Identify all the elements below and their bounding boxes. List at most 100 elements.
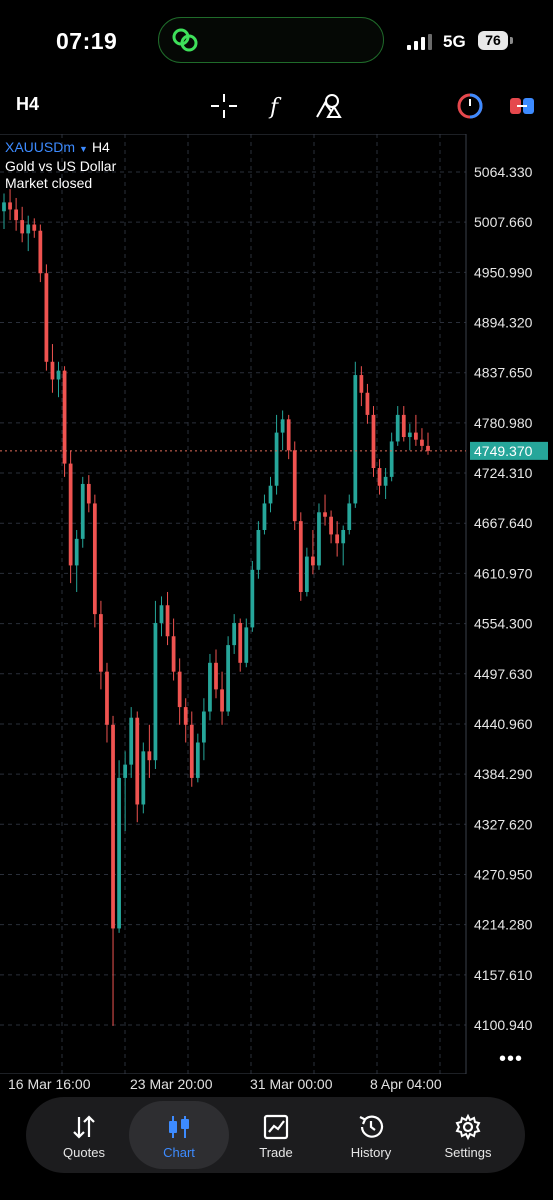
nav-label: Chart <box>163 1145 195 1160</box>
nav-quotes[interactable]: Quotes <box>34 1101 134 1169</box>
candle-body <box>353 375 358 504</box>
candle-body <box>383 476 388 486</box>
symbol-label[interactable]: XAUUSDm <box>5 139 76 155</box>
candle-body <box>26 224 31 234</box>
candle-body <box>189 724 194 778</box>
time-label: 31 Mar 00:00 <box>250 1076 333 1092</box>
settings-gear-icon <box>455 1113 481 1141</box>
candle-body <box>68 463 73 566</box>
price-label: 4667.640 <box>474 515 533 531</box>
time-axis: 16 Mar 16:00 23 Mar 20:00 31 Mar 00:00 8… <box>0 1076 553 1096</box>
nav-label: Settings <box>444 1145 492 1160</box>
candle-body <box>111 724 115 929</box>
candle-body <box>117 777 121 929</box>
candlestick-chart[interactable]: 5064.330 5007.660 4950.990 4894.320 4837.650… <box>0 134 553 1074</box>
candle-body <box>56 370 61 380</box>
nav-history[interactable]: History <box>321 1101 421 1169</box>
candle-body <box>286 419 291 451</box>
candle-body <box>226 645 230 712</box>
nav-trade[interactable]: Trade <box>226 1101 326 1169</box>
candle-body <box>214 662 218 690</box>
candle-body <box>202 711 206 743</box>
candle-body <box>389 441 394 477</box>
price-label: 4497.630 <box>474 666 533 682</box>
candle-body <box>123 764 128 778</box>
symbol-dropdown-icon[interactable]: ▼ <box>79 144 88 154</box>
candle-body <box>183 707 188 725</box>
candle-body <box>20 220 25 234</box>
price-label: 4724.310 <box>474 465 533 481</box>
bottom-navigation: Quotes Chart Trade History Settings <box>26 1097 525 1173</box>
more-options-icon[interactable]: ••• <box>498 1048 523 1070</box>
price-label: 5064.330 <box>474 164 533 180</box>
candle-body <box>159 605 164 623</box>
status-bar: 07:19 5G 76 <box>0 0 553 80</box>
candle-body <box>238 622 243 663</box>
candle-body <box>256 529 261 570</box>
price-label: 4214.280 <box>474 917 533 933</box>
one-click-trading-icon[interactable] <box>456 93 484 119</box>
candle-body <box>414 432 418 440</box>
candle-body <box>8 202 12 210</box>
candle-body <box>426 445 430 451</box>
candle-body <box>177 671 182 708</box>
candle-body <box>129 717 134 765</box>
price-label: 4270.950 <box>474 866 533 882</box>
quick-trade-icon[interactable] <box>508 93 536 119</box>
candle-body <box>401 414 406 438</box>
chart-candles-icon <box>169 1116 189 1138</box>
candle-body <box>359 375 364 393</box>
candle-body <box>262 503 267 530</box>
candle-body <box>365 392 370 415</box>
candle-body <box>38 230 43 274</box>
candle-body <box>280 419 285 433</box>
cellular-signal-icon <box>407 34 432 50</box>
time-label: 16 Mar 16:00 <box>8 1076 91 1092</box>
price-label: 4327.620 <box>474 816 533 832</box>
candle-body <box>208 662 212 712</box>
nav-chart[interactable]: Chart <box>129 1101 229 1169</box>
price-chart[interactable]: 5064.330 5007.660 4950.990 4894.320 4837.650… <box>0 134 553 1074</box>
candle-body <box>335 534 340 544</box>
timeframe-button[interactable]: H4 <box>16 94 40 114</box>
price-label: 5007.660 <box>474 214 533 230</box>
candle-body <box>244 627 249 663</box>
history-icon <box>359 1115 384 1138</box>
candle-body <box>407 432 412 438</box>
time-label: 23 Mar 20:00 <box>130 1076 213 1092</box>
battery-tip <box>510 37 513 44</box>
candle-body <box>50 361 55 380</box>
candle-body <box>135 717 140 805</box>
candle-body <box>395 414 400 442</box>
candle-body <box>377 468 382 486</box>
battery-icon: 76 <box>478 31 508 50</box>
network-type: 5G <box>443 32 466 51</box>
crosshair-icon[interactable] <box>210 93 238 119</box>
candle-body <box>92 503 97 615</box>
candle-body <box>153 622 158 761</box>
price-label: 4554.300 <box>474 616 533 632</box>
candle-body <box>232 622 237 646</box>
market-status: Market closed <box>5 175 93 191</box>
status-time: 07:19 <box>56 28 118 54</box>
candle-body <box>268 485 273 504</box>
chart-timeframe: H4 <box>91 139 110 155</box>
candle-body <box>304 556 309 592</box>
candle-body <box>74 538 79 566</box>
svg-text:f: f <box>268 95 282 119</box>
function-icon[interactable]: f <box>262 93 290 119</box>
dynamic-island[interactable] <box>158 17 384 63</box>
price-label: 4837.650 <box>474 365 533 381</box>
objects-icon[interactable] <box>314 93 342 119</box>
candle-body <box>274 432 279 486</box>
time-label: 8 Apr 04:00 <box>370 1076 442 1092</box>
nav-label: Quotes <box>63 1145 105 1160</box>
candle-body <box>347 503 352 530</box>
candle-body <box>32 224 37 231</box>
trade-icon <box>263 1114 289 1140</box>
price-label: 4780.980 <box>474 415 533 431</box>
candle-body <box>44 273 49 362</box>
candle-body <box>420 439 424 446</box>
link-icon <box>172 28 198 52</box>
nav-settings[interactable]: Settings <box>418 1101 518 1169</box>
